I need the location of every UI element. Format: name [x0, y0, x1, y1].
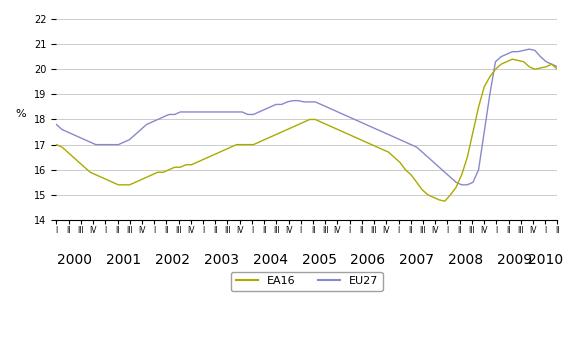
Legend: EA16, EU27: EA16, EU27 [231, 272, 383, 291]
Y-axis label: %: % [15, 110, 25, 119]
